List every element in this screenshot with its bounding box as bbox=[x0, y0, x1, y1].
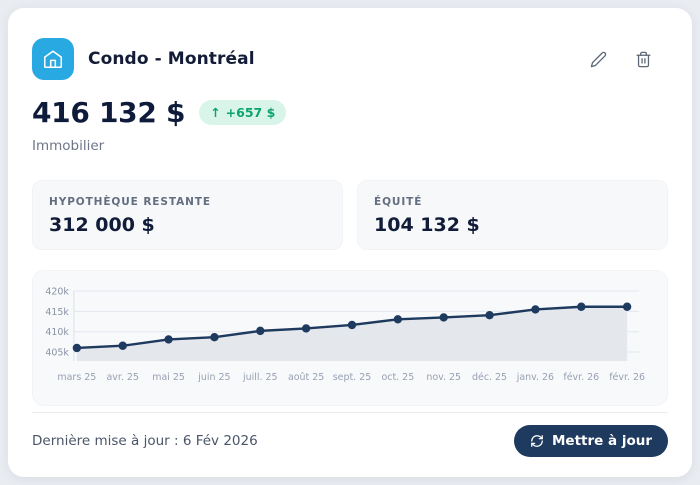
svg-text:août 25: août 25 bbox=[288, 372, 324, 383]
stat-value: 104 132 $ bbox=[374, 214, 480, 236]
stat-label: HYPOTHÈQUE RESTANTE bbox=[49, 196, 211, 208]
svg-text:mai 25: mai 25 bbox=[152, 372, 185, 383]
stat-mortgage: HYPOTHÈQUE RESTANTE 312 000 $ bbox=[32, 180, 343, 250]
svg-text:415k: 415k bbox=[45, 307, 69, 318]
change-amount: +657 $ bbox=[225, 105, 276, 120]
area-chart: 405k 410k 415k 420k mars 25 avr. 25 mai 25 juin… bbox=[45, 286, 645, 383]
edit-button[interactable] bbox=[588, 49, 609, 70]
home-icon bbox=[32, 38, 74, 80]
delete-button[interactable] bbox=[633, 49, 654, 70]
svg-text:sept. 25: sept. 25 bbox=[333, 372, 372, 383]
refresh-icon bbox=[530, 434, 544, 448]
header-actions bbox=[588, 49, 668, 70]
svg-text:juill. 25: juill. 25 bbox=[242, 372, 278, 383]
asset-value: 416 132 $ bbox=[32, 96, 186, 129]
svg-text:déc. 25: déc. 25 bbox=[472, 372, 507, 383]
asset-category: Immobilier bbox=[32, 138, 105, 154]
svg-text:juin 25: juin 25 bbox=[197, 372, 230, 383]
asset-card: Condo - Montréal 41 bbox=[8, 8, 692, 477]
page-title: Condo - Montréal bbox=[88, 49, 255, 69]
update-button[interactable]: Mettre à jour bbox=[514, 425, 668, 457]
change-badge: ↑ +657 $ bbox=[199, 100, 287, 125]
svg-text:420k: 420k bbox=[45, 286, 69, 297]
svg-text:mars 25: mars 25 bbox=[57, 372, 96, 383]
stat-value: 312 000 $ bbox=[49, 214, 155, 236]
card-footer: Dernière mise à jour : 6 Fév 2026 Mettre… bbox=[32, 425, 668, 457]
card-header: Condo - Montréal bbox=[32, 38, 668, 80]
value-row: 416 132 $ ↑ +657 $ bbox=[32, 96, 668, 129]
svg-text:410k: 410k bbox=[45, 327, 69, 338]
footer-divider bbox=[32, 412, 668, 413]
arrow-up-icon: ↑ bbox=[210, 105, 221, 120]
stat-label: ÉQUITÉ bbox=[374, 196, 423, 208]
svg-text:nov. 25: nov. 25 bbox=[426, 372, 461, 383]
svg-text:avr. 25: avr. 25 bbox=[106, 372, 138, 383]
svg-text:févr. 26: févr. 26 bbox=[609, 372, 645, 383]
update-button-label: Mettre à jour bbox=[552, 433, 652, 449]
trash-icon bbox=[635, 51, 652, 68]
stats-row: HYPOTHÈQUE RESTANTE 312 000 $ ÉQUITÉ 104… bbox=[32, 180, 668, 250]
svg-text:janv. 26: janv. 26 bbox=[516, 372, 554, 383]
pencil-icon bbox=[590, 51, 607, 68]
svg-text:405k: 405k bbox=[45, 348, 69, 359]
last-update-text: Dernière mise à jour : 6 Fév 2026 bbox=[32, 433, 258, 449]
svg-text:oct. 25: oct. 25 bbox=[381, 372, 414, 383]
svg-text:févr. 26: févr. 26 bbox=[563, 372, 599, 383]
value-history-chart: 405k 410k 415k 420k mars 25 avr. 25 mai 25 juin… bbox=[32, 270, 668, 406]
stat-equity: ÉQUITÉ 104 132 $ bbox=[357, 180, 668, 250]
